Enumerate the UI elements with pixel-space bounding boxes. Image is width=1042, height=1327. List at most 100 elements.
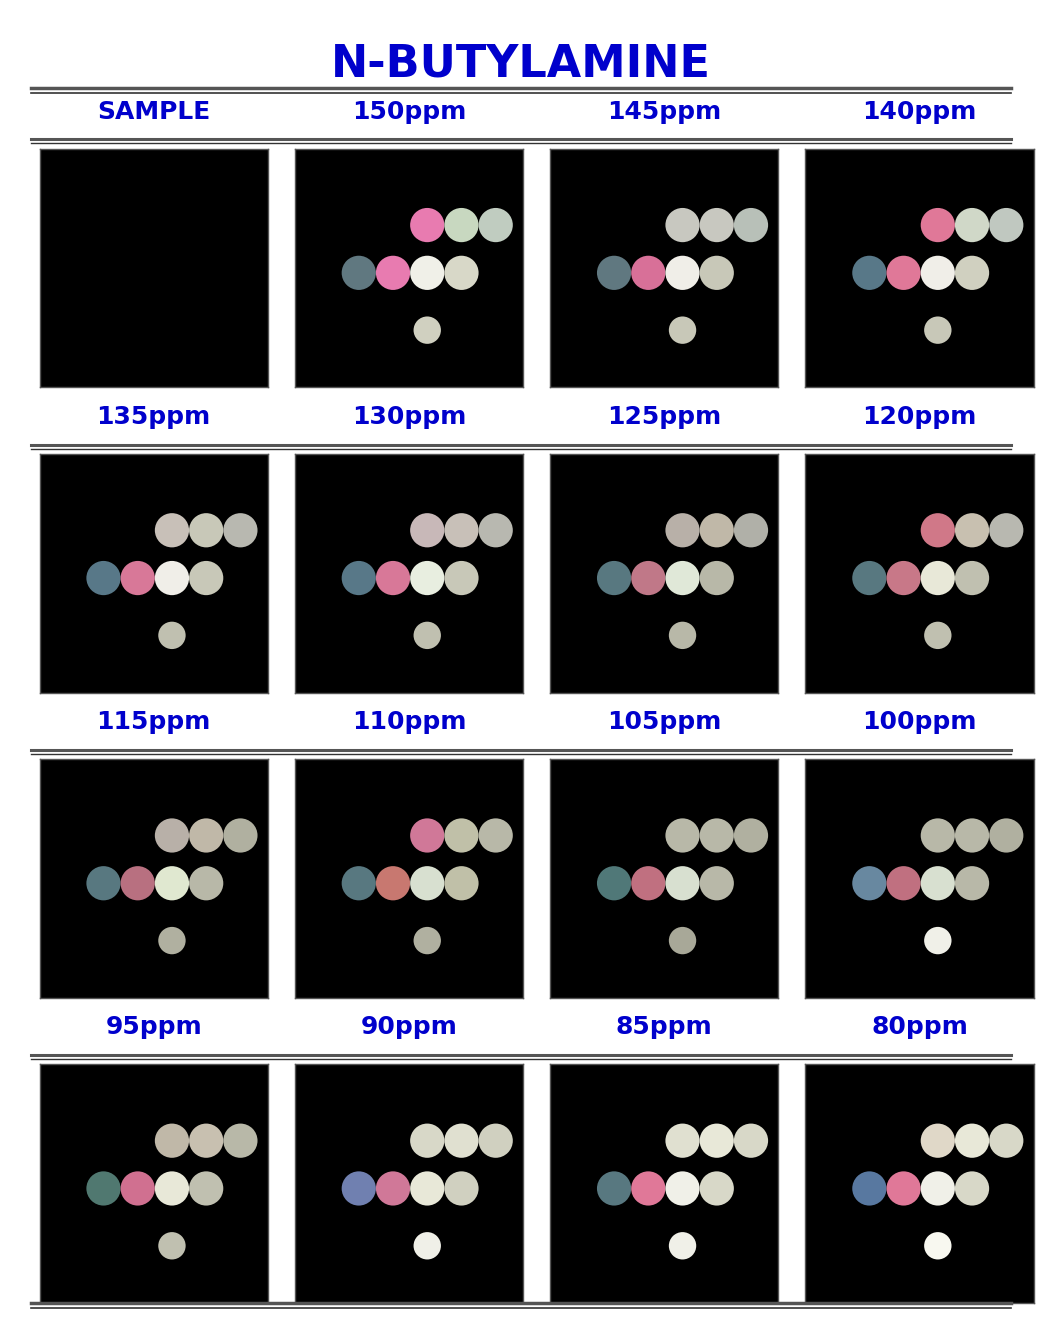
- Ellipse shape: [699, 208, 734, 242]
- Ellipse shape: [699, 867, 734, 900]
- Ellipse shape: [666, 256, 699, 289]
- Ellipse shape: [597, 561, 631, 594]
- Text: 125ppm: 125ppm: [607, 405, 721, 429]
- Ellipse shape: [411, 819, 444, 852]
- Ellipse shape: [954, 819, 989, 852]
- Ellipse shape: [954, 867, 989, 900]
- Ellipse shape: [887, 256, 921, 289]
- Ellipse shape: [887, 1172, 921, 1205]
- Text: 120ppm: 120ppm: [863, 405, 976, 429]
- Ellipse shape: [699, 256, 734, 289]
- Ellipse shape: [921, 867, 954, 900]
- Ellipse shape: [411, 514, 444, 547]
- Ellipse shape: [155, 514, 189, 547]
- Ellipse shape: [924, 316, 951, 344]
- Ellipse shape: [478, 819, 513, 852]
- Ellipse shape: [189, 1172, 223, 1205]
- Ellipse shape: [223, 1124, 257, 1157]
- Ellipse shape: [342, 256, 376, 289]
- Ellipse shape: [444, 208, 478, 242]
- Ellipse shape: [414, 1231, 441, 1259]
- Ellipse shape: [666, 867, 699, 900]
- Ellipse shape: [597, 867, 631, 900]
- Text: 140ppm: 140ppm: [863, 100, 976, 123]
- Ellipse shape: [734, 514, 768, 547]
- Ellipse shape: [921, 1124, 954, 1157]
- Ellipse shape: [699, 1172, 734, 1205]
- Ellipse shape: [411, 1172, 444, 1205]
- Ellipse shape: [666, 1124, 699, 1157]
- Ellipse shape: [597, 256, 631, 289]
- Ellipse shape: [444, 1124, 478, 1157]
- Ellipse shape: [158, 621, 185, 649]
- Ellipse shape: [669, 316, 696, 344]
- Ellipse shape: [444, 819, 478, 852]
- Ellipse shape: [699, 819, 734, 852]
- Text: 90ppm: 90ppm: [361, 1015, 457, 1039]
- Ellipse shape: [852, 561, 887, 594]
- Ellipse shape: [699, 1124, 734, 1157]
- Ellipse shape: [342, 867, 376, 900]
- Ellipse shape: [478, 1124, 513, 1157]
- Text: 115ppm: 115ppm: [97, 710, 210, 734]
- Ellipse shape: [86, 1172, 121, 1205]
- Ellipse shape: [444, 1172, 478, 1205]
- Ellipse shape: [478, 514, 513, 547]
- Ellipse shape: [666, 819, 699, 852]
- Ellipse shape: [989, 819, 1023, 852]
- Ellipse shape: [414, 926, 441, 954]
- Ellipse shape: [734, 819, 768, 852]
- Text: 85ppm: 85ppm: [616, 1015, 713, 1039]
- Text: N-BUTYLAMINE: N-BUTYLAMINE: [331, 42, 711, 85]
- Text: 110ppm: 110ppm: [352, 710, 466, 734]
- Ellipse shape: [924, 621, 951, 649]
- Text: 135ppm: 135ppm: [97, 405, 210, 429]
- Ellipse shape: [852, 867, 887, 900]
- Ellipse shape: [411, 867, 444, 900]
- Ellipse shape: [155, 1172, 189, 1205]
- Ellipse shape: [989, 514, 1023, 547]
- Ellipse shape: [921, 819, 954, 852]
- Ellipse shape: [376, 561, 411, 594]
- Ellipse shape: [121, 561, 155, 594]
- Ellipse shape: [924, 926, 951, 954]
- Ellipse shape: [734, 1124, 768, 1157]
- Ellipse shape: [631, 561, 666, 594]
- Ellipse shape: [376, 867, 411, 900]
- Ellipse shape: [921, 208, 954, 242]
- Ellipse shape: [86, 867, 121, 900]
- Ellipse shape: [954, 208, 989, 242]
- Ellipse shape: [411, 208, 444, 242]
- Ellipse shape: [155, 561, 189, 594]
- Ellipse shape: [954, 256, 989, 289]
- Ellipse shape: [189, 819, 223, 852]
- Ellipse shape: [666, 561, 699, 594]
- Ellipse shape: [342, 561, 376, 594]
- Ellipse shape: [666, 1172, 699, 1205]
- Ellipse shape: [478, 208, 513, 242]
- Ellipse shape: [411, 561, 444, 594]
- Text: 95ppm: 95ppm: [105, 1015, 202, 1039]
- Ellipse shape: [376, 256, 411, 289]
- Text: SAMPLE: SAMPLE: [97, 100, 210, 123]
- Ellipse shape: [223, 819, 257, 852]
- Ellipse shape: [342, 1172, 376, 1205]
- Ellipse shape: [444, 256, 478, 289]
- Ellipse shape: [631, 1172, 666, 1205]
- Ellipse shape: [189, 514, 223, 547]
- Ellipse shape: [887, 561, 921, 594]
- Ellipse shape: [954, 514, 989, 547]
- Ellipse shape: [444, 514, 478, 547]
- Ellipse shape: [444, 867, 478, 900]
- Ellipse shape: [411, 256, 444, 289]
- Ellipse shape: [921, 561, 954, 594]
- Ellipse shape: [158, 1231, 185, 1259]
- Ellipse shape: [189, 867, 223, 900]
- Ellipse shape: [989, 208, 1023, 242]
- Ellipse shape: [921, 1172, 954, 1205]
- Text: 130ppm: 130ppm: [352, 405, 466, 429]
- Ellipse shape: [954, 1124, 989, 1157]
- Ellipse shape: [189, 561, 223, 594]
- Ellipse shape: [414, 316, 441, 344]
- Ellipse shape: [954, 561, 989, 594]
